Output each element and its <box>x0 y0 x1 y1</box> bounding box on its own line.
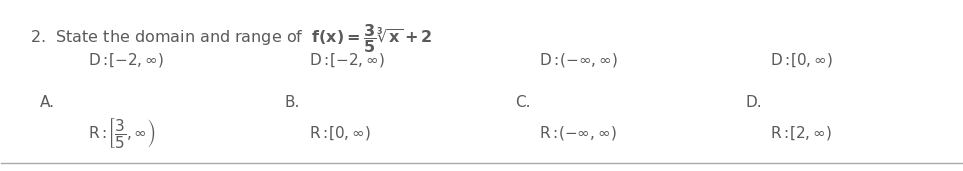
Text: $\mathsf{R:\!\left(-\infty,\infty\right)}$: $\mathsf{R:\!\left(-\infty,\infty\right)… <box>539 124 617 142</box>
Text: $\mathsf{R:\!\left[\dfrac{3}{5},\infty\right)}$: $\mathsf{R:\!\left[\dfrac{3}{5},\infty\r… <box>88 116 156 150</box>
Text: D.: D. <box>745 95 762 110</box>
Text: $\mathsf{D:\!\left(-\infty,\infty\right)}$: $\mathsf{D:\!\left(-\infty,\infty\right)… <box>539 51 618 69</box>
Text: $\mathsf{D:\!\left[-2,\infty\right)}$: $\mathsf{D:\!\left[-2,\infty\right)}$ <box>88 51 164 69</box>
Text: A.: A. <box>39 95 55 110</box>
Text: $\mathsf{D:\!\left[0,\infty\right)}$: $\mathsf{D:\!\left[0,\infty\right)}$ <box>769 51 833 69</box>
Text: $\mathsf{R:\!\left[0,\infty\right)}$: $\mathsf{R:\!\left[0,\infty\right)}$ <box>309 124 371 142</box>
Text: C.: C. <box>515 95 531 110</box>
Text: 2.  State the domain and range of  $\mathbf{f(x)=\dfrac{3}{5}\sqrt[3]{x}+2}$: 2. State the domain and range of $\mathb… <box>30 22 432 55</box>
Text: $\mathsf{D:\!\left[-2,\infty\right)}$: $\mathsf{D:\!\left[-2,\infty\right)}$ <box>309 51 384 69</box>
Text: $\mathsf{R:\!\left[2,\infty\right)}$: $\mathsf{R:\!\left[2,\infty\right)}$ <box>769 124 831 142</box>
Text: B.: B. <box>285 95 300 110</box>
